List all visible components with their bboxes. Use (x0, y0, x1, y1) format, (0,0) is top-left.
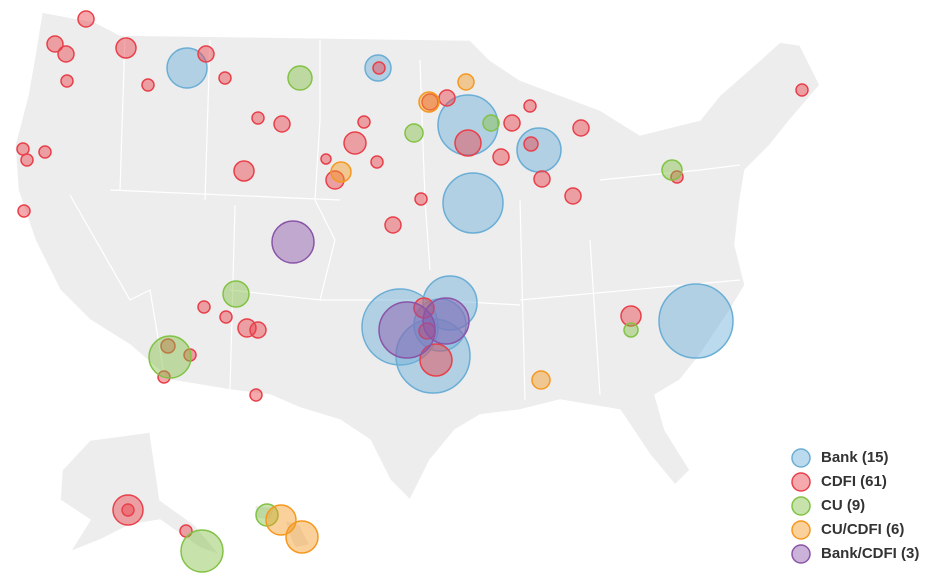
bubble (418, 91, 440, 113)
bubble (378, 301, 436, 359)
bubble (357, 115, 371, 129)
legend-swatch (791, 496, 811, 516)
bubble (273, 115, 291, 133)
legend-label: Bank/CDFI (3) (821, 545, 919, 562)
bubble (141, 78, 155, 92)
alaska (59, 431, 223, 557)
legend-label: Bank (15) (821, 449, 889, 466)
legend-swatch (791, 448, 811, 468)
bubble (414, 192, 428, 206)
bubble (180, 529, 224, 573)
bubble (438, 89, 456, 107)
bubble (197, 45, 215, 63)
bubble (564, 187, 582, 205)
bubble (503, 114, 521, 132)
bubble (249, 388, 263, 402)
bubble (287, 65, 313, 91)
bubble (249, 321, 267, 339)
legend-label: CU/CDFI (6) (821, 521, 904, 538)
bubble (454, 129, 482, 157)
bubble (361, 288, 439, 366)
bubble (251, 111, 265, 125)
bubble (112, 494, 144, 526)
bubble (419, 343, 453, 377)
bubble (233, 160, 255, 182)
bubble (166, 47, 208, 89)
bubble (516, 127, 562, 173)
bubble (620, 305, 642, 327)
bubble (442, 172, 504, 234)
bubble (457, 73, 475, 91)
bubble (46, 35, 64, 53)
bubble (343, 131, 367, 155)
bubble (197, 300, 211, 314)
bubble (404, 123, 424, 143)
legend-label: CDFI (61) (821, 473, 887, 490)
bubble (77, 10, 95, 28)
bubble (422, 297, 470, 345)
bubble (572, 119, 590, 137)
bubble (320, 153, 332, 165)
bubble (330, 161, 352, 183)
bubble (482, 114, 500, 132)
legend-swatch (791, 544, 811, 564)
bubble (271, 220, 315, 264)
bubble (237, 318, 257, 338)
bubble (20, 153, 34, 167)
contiguous-us (14, 11, 821, 502)
bubble (364, 54, 392, 82)
bubble (121, 503, 135, 517)
legend-swatch (791, 520, 811, 540)
bubble (531, 370, 551, 390)
bubbles (16, 10, 809, 573)
bubble (218, 71, 232, 85)
bubble (523, 99, 537, 113)
bubble (57, 45, 75, 63)
bubble (384, 216, 402, 234)
bubble (623, 322, 639, 338)
bubble (795, 83, 809, 97)
bubble (658, 283, 734, 359)
legend-swatch (791, 472, 811, 492)
bubble (115, 37, 137, 59)
bubble (370, 155, 384, 169)
bubble (38, 145, 52, 159)
bubble (148, 335, 192, 379)
bubble (492, 148, 510, 166)
bubble (222, 280, 250, 308)
bubble (372, 61, 386, 75)
legend-label: CU (9) (821, 497, 865, 514)
bubble (17, 204, 31, 218)
bubble (160, 338, 176, 354)
bubble (219, 310, 233, 324)
bubble (421, 93, 439, 111)
legend: Bank (15) CDFI (61) CU (9) CU/CDFI (6) Bank/… (791, 448, 919, 564)
basemap (14, 11, 821, 557)
bubble (60, 74, 74, 88)
bubble (661, 159, 683, 181)
bubble (523, 136, 539, 152)
bubble (285, 520, 319, 554)
bubble (533, 170, 551, 188)
bubble (16, 142, 30, 156)
